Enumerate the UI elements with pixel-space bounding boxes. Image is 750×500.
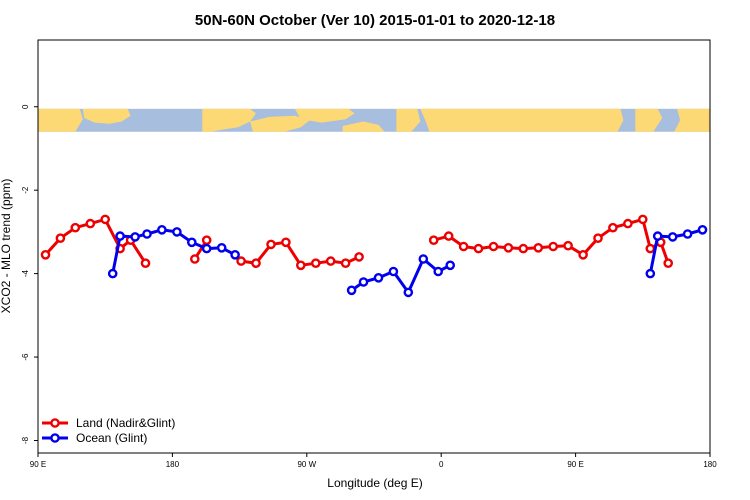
legend-ocean-marker bbox=[50, 433, 60, 443]
map-land-2 bbox=[202, 108, 256, 132]
land-point-2-2 bbox=[266, 239, 276, 250]
land-point-3-12 bbox=[608, 222, 618, 233]
land-point-3-5 bbox=[503, 242, 514, 253]
land-point-2-4 bbox=[295, 260, 306, 271]
land-point-3-7 bbox=[533, 242, 544, 253]
legend-ocean-label: Ocean (Glint) bbox=[76, 431, 147, 445]
x-tick-label-0: 90 E bbox=[30, 460, 46, 469]
land-point-2-8 bbox=[354, 252, 364, 262]
map-land-5 bbox=[342, 121, 385, 132]
map-land-9 bbox=[674, 108, 710, 132]
land-point-1-0 bbox=[189, 254, 200, 264]
x-tick-label-2: 90 W bbox=[297, 460, 316, 469]
x-tick-label-3: 0 bbox=[439, 460, 444, 469]
land-point-0-0 bbox=[40, 249, 51, 260]
land-point-0-3 bbox=[85, 218, 96, 229]
land-point-3-4 bbox=[488, 241, 499, 252]
land-point-2-3 bbox=[281, 237, 291, 248]
land-line-segment-3 bbox=[433, 217, 670, 264]
ocean-point-2-1 bbox=[652, 231, 663, 241]
chart-title: 50N-60N October (Ver 10) 2015-01-01 to 2… bbox=[195, 12, 555, 29]
ocean-point-1-3 bbox=[388, 266, 399, 277]
land-point-3-10 bbox=[578, 249, 588, 260]
ocean-point-0-8 bbox=[216, 242, 227, 253]
land-point-2-5 bbox=[310, 258, 321, 269]
land-point-2-7 bbox=[340, 258, 351, 269]
legend-land-marker bbox=[50, 418, 60, 428]
ocean-point-0-1 bbox=[115, 231, 125, 241]
y-axis: 0 -2 -4 -6 -8 bbox=[21, 104, 38, 444]
land-point-2-0 bbox=[236, 256, 246, 266]
land-point-3-11 bbox=[593, 233, 603, 243]
ocean-point-1-1 bbox=[358, 277, 369, 287]
x-tick-label-1: 180 bbox=[166, 460, 180, 469]
x-tick-label-4: 90 E bbox=[567, 460, 583, 469]
ocean-point-1-0 bbox=[346, 285, 357, 296]
land-point-3-2 bbox=[458, 241, 469, 252]
ocean-point-1-6 bbox=[433, 266, 444, 277]
ocean-point-0-9 bbox=[230, 249, 240, 260]
land-point-3-17 bbox=[663, 258, 674, 269]
land-point-1-1 bbox=[201, 235, 212, 245]
ocean-point-2-0 bbox=[645, 268, 656, 279]
map-land-3 bbox=[250, 115, 310, 132]
ocean-point-0-4 bbox=[157, 224, 167, 235]
x-axis-label: Longitude (deg E) bbox=[327, 476, 422, 490]
ocean-point-0-6 bbox=[186, 237, 197, 248]
land-point-3-3 bbox=[473, 243, 484, 254]
map-band bbox=[38, 108, 710, 132]
ocean-point-0-0 bbox=[107, 268, 118, 279]
land-point-2-6 bbox=[325, 256, 336, 266]
ocean-point-1-2 bbox=[373, 272, 384, 283]
land-point-3-9 bbox=[563, 240, 573, 251]
map-land-1 bbox=[82, 108, 131, 124]
ocean-point-0-5 bbox=[172, 227, 182, 237]
x-axis: 90 E 180 90 W 0 90 E 180 bbox=[30, 453, 717, 469]
land-point-3-8 bbox=[548, 241, 559, 252]
map-land-8 bbox=[635, 108, 663, 132]
land-point-3-14 bbox=[638, 214, 648, 225]
series-layer bbox=[40, 214, 708, 298]
land-point-0-4 bbox=[100, 214, 110, 225]
land-point-3-0 bbox=[428, 235, 439, 245]
legend: Land (Nadir&Glint) Ocean (Glint) bbox=[42, 416, 175, 445]
land-point-0-1 bbox=[55, 233, 66, 243]
map-land-4 bbox=[294, 108, 355, 123]
ocean-point-0-3 bbox=[142, 229, 152, 239]
y-tick-label-0: 0 bbox=[21, 104, 30, 109]
plot-frame bbox=[37, 39, 711, 454]
ocean-point-1-5 bbox=[418, 254, 429, 264]
ocean-point-2-3 bbox=[682, 229, 693, 239]
ocean-point-1-4 bbox=[403, 287, 414, 298]
y-axis-label: XCO2 - MLO trend (ppm) bbox=[0, 179, 13, 314]
ocean-line-segment-1 bbox=[350, 257, 451, 294]
ocean-point-0-7 bbox=[201, 243, 212, 254]
y-tick-label-1: -2 bbox=[21, 186, 30, 194]
land-point-0-7 bbox=[140, 258, 151, 269]
map-land-0 bbox=[38, 108, 83, 132]
land-point-0-2 bbox=[70, 222, 81, 233]
y-tick-label-2: -4 bbox=[21, 270, 30, 278]
y-tick-label-4: -8 bbox=[21, 436, 30, 444]
land-point-3-6 bbox=[518, 243, 529, 254]
land-point-3-1 bbox=[443, 231, 454, 241]
land-point-2-1 bbox=[251, 258, 261, 269]
map-land-6 bbox=[396, 108, 421, 132]
ocean-point-1-7 bbox=[445, 260, 456, 271]
ocean-point-0-2 bbox=[130, 232, 140, 242]
x-tick-label-5: 180 bbox=[703, 460, 717, 469]
land-point-3-13 bbox=[623, 218, 633, 229]
land-point-3-15 bbox=[645, 243, 656, 254]
ocean-line-segment-0 bbox=[111, 228, 236, 274]
legend-land-label: Land (Nadir&Glint) bbox=[76, 416, 175, 430]
ocean-point-2-2 bbox=[667, 232, 678, 242]
map-land-7 bbox=[420, 108, 624, 132]
y-tick-label-3: -6 bbox=[21, 353, 30, 361]
ocean-point-2-4 bbox=[697, 224, 708, 235]
